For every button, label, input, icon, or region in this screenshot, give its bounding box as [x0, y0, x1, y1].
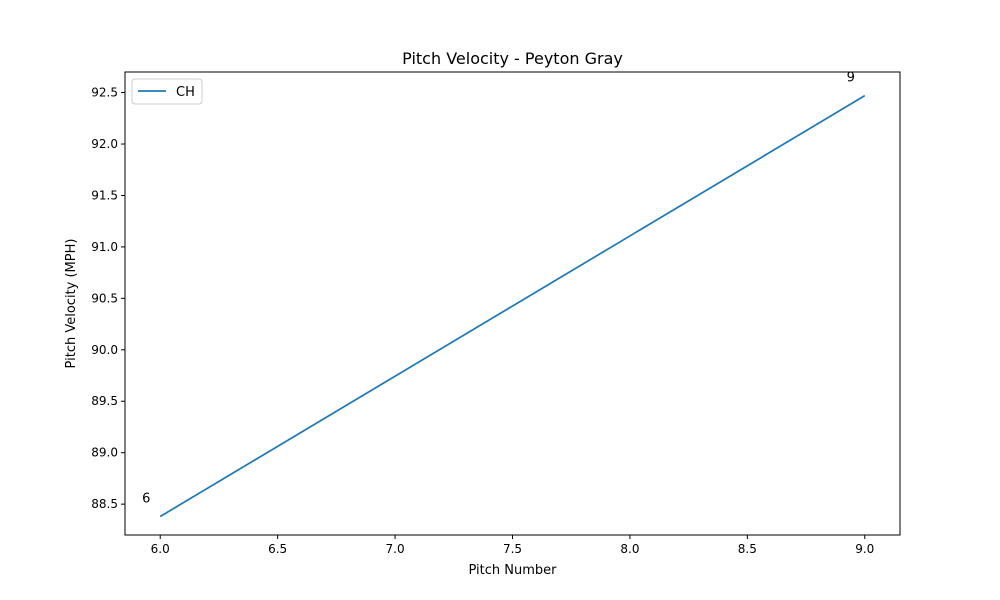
x-tick-label: 9.0 [855, 542, 874, 556]
y-tick-label: 91.5 [91, 188, 118, 202]
y-tick-label: 91.0 [91, 240, 118, 254]
plot-frame [124, 71, 901, 536]
x-tick-label: 8.5 [738, 542, 757, 556]
x-tick-label: 6.0 [151, 542, 170, 556]
y-tick-label: 89.0 [91, 446, 118, 460]
y-tick-label: 90.5 [91, 291, 118, 305]
point-annotation: 6 [142, 491, 150, 506]
y-tick-label: 89.5 [91, 394, 118, 408]
x-tick-label: 7.5 [503, 542, 522, 556]
legend: CH [131, 78, 203, 105]
x-axis-label: Pitch Number [468, 563, 557, 578]
y-tick-label: 92.0 [91, 137, 118, 151]
chart-title: Pitch Velocity - Peyton Gray [402, 49, 623, 68]
y-tick-label: 92.5 [91, 86, 118, 100]
legend-box [131, 78, 203, 105]
x-tick-label: 8.0 [620, 542, 639, 556]
annotation-layer: 69 [142, 71, 855, 507]
legend-label-ch: CH [176, 85, 195, 100]
x-tick-label: 6.5 [268, 542, 287, 556]
y-tick-label: 90.0 [91, 343, 118, 357]
plot-area [124, 71, 901, 536]
y-axis-label: Pitch Velocity (MPH) [64, 239, 79, 369]
series-line-ch [159, 94, 866, 518]
x-axis-ticks: 6.0 6.5 7.0 7.5 8.0 8.5 9.0 [151, 535, 874, 556]
x-tick-label: 7.0 [386, 542, 405, 556]
y-tick-label: 88.5 [91, 497, 118, 511]
point-annotation: 9 [847, 71, 855, 86]
y-axis-ticks: 88.5 89.0 89.5 90.0 90.5 91.0 91.5 92.0 92.5 [91, 86, 125, 511]
series-layer [159, 94, 866, 518]
